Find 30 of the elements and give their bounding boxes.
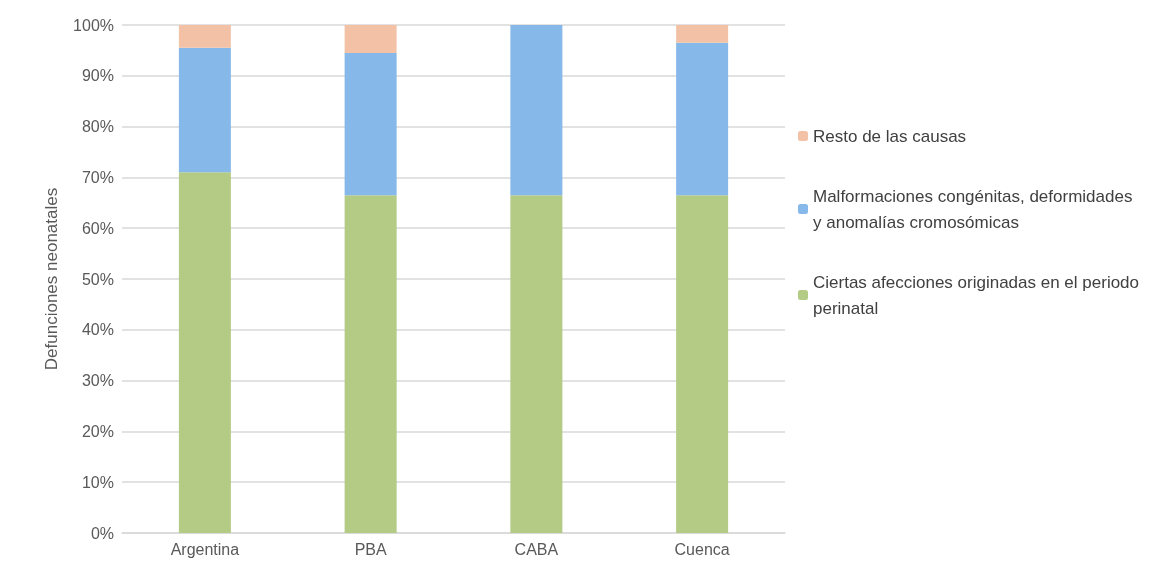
x-tick-label: Argentina: [170, 540, 240, 558]
x-tick-label: CABA: [514, 540, 559, 558]
y-tick-label: 90%: [81, 67, 114, 85]
bar: [344, 195, 397, 533]
x-tick-label: Cuenca: [674, 540, 730, 558]
y-tick-label: 30%: [81, 372, 114, 390]
legend-label: Resto de las causas: [813, 126, 967, 146]
x-tick-label: PBA: [354, 540, 387, 558]
y-tick-label: 60%: [81, 219, 114, 237]
bar: [676, 42, 729, 196]
y-tick-label: 70%: [81, 168, 114, 186]
bar: [178, 25, 231, 48]
legend-label: Ciertas afecciones originadas en el periodo perinatal: [813, 272, 1144, 318]
y-tick-label: 100%: [73, 16, 114, 34]
bar: [344, 52, 397, 196]
y-tick-label: 0%: [90, 524, 114, 542]
y-tick-label: 80%: [81, 118, 114, 136]
bar: [510, 195, 563, 533]
legend-label: Malformaciones congénitas, deformidades y anomalías cromosómicas: [813, 186, 1138, 232]
y-tick-label: 40%: [81, 321, 114, 339]
bar: [178, 172, 231, 533]
y-tick-label: 10%: [81, 473, 114, 491]
bar: [344, 25, 397, 53]
bar: [676, 25, 729, 43]
y-tick-label: 50%: [81, 270, 114, 288]
y-tick-label: 20%: [81, 422, 114, 440]
y-axis-title: Defunciones neonatales: [42, 187, 61, 371]
bar: [676, 195, 729, 533]
bar: [510, 25, 563, 196]
bar: [178, 47, 231, 173]
